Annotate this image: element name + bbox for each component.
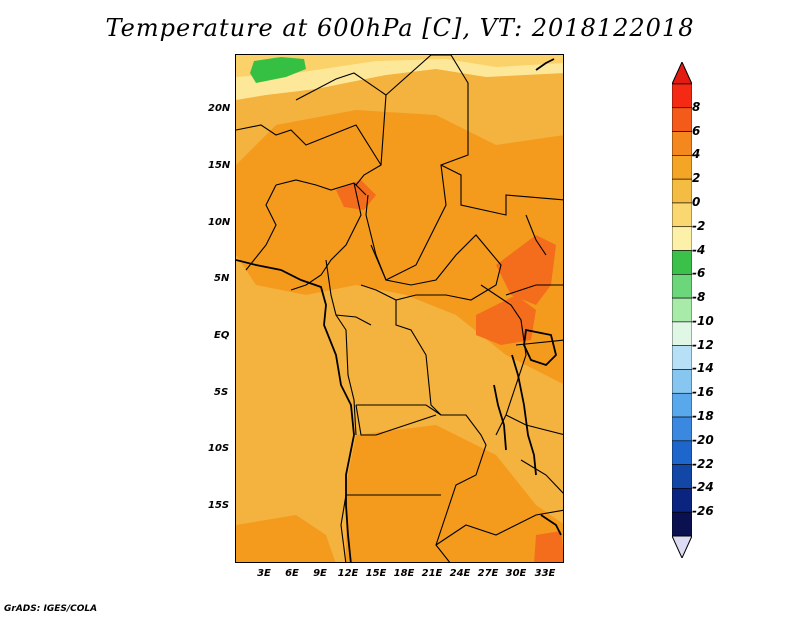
field-warm-sw bbox=[236, 515, 336, 562]
colorbar-label: -16 bbox=[692, 385, 714, 400]
lat-label-5s: 5S bbox=[214, 387, 229, 398]
colorbar-top-arrow bbox=[672, 62, 692, 85]
lon-label-18e: 18E bbox=[393, 568, 415, 579]
colorbar-bands bbox=[672, 83, 692, 537]
lat-label-eq: EQ bbox=[214, 330, 230, 341]
colorbar-band bbox=[672, 488, 692, 513]
colorbar-label: -24 bbox=[692, 480, 714, 495]
lon-label-6e: 6E bbox=[285, 568, 299, 579]
lon-label-24e: 24E bbox=[449, 568, 471, 579]
field-green-patch bbox=[250, 57, 306, 83]
colorbar-label: -6 bbox=[692, 266, 706, 281]
colorbar-label: -2 bbox=[692, 218, 706, 233]
colorbar-band bbox=[672, 226, 692, 251]
colorbar-band bbox=[672, 83, 692, 109]
lat-label-15s: 15S bbox=[208, 500, 230, 511]
colorbar-band bbox=[672, 297, 692, 323]
colorbar-label: 4 bbox=[692, 147, 701, 162]
colorbar-label: 2 bbox=[692, 171, 701, 186]
lat-label-5n: 5N bbox=[214, 273, 230, 284]
colorbar-band bbox=[672, 107, 692, 132]
country-borders bbox=[236, 55, 563, 562]
colorbar-band bbox=[672, 274, 692, 299]
colorbar-band bbox=[672, 131, 692, 156]
map-canvas bbox=[236, 55, 563, 562]
colorbar-band bbox=[672, 464, 692, 489]
colorbar-bottom-arrow bbox=[672, 535, 692, 558]
colorbar-label: 6 bbox=[692, 123, 701, 138]
lat-label-10n: 10N bbox=[208, 217, 231, 228]
lon-label-27e: 27E bbox=[477, 568, 499, 579]
lat-label-10s: 10S bbox=[208, 443, 230, 454]
colorbar-label: -26 bbox=[692, 504, 714, 519]
grads-credit: GrADS: IGES/COLA bbox=[4, 604, 98, 614]
colorbar-label: -18 bbox=[692, 409, 714, 424]
lon-label-33e: 33E bbox=[534, 568, 556, 579]
colorbar-label: -20 bbox=[692, 432, 714, 447]
lat-label-15n: 15N bbox=[208, 160, 231, 171]
colorbar-label: -14 bbox=[692, 361, 714, 376]
lon-label-12e: 12E bbox=[337, 568, 359, 579]
colorbar-label: -22 bbox=[692, 456, 714, 471]
lon-label-21e: 21E bbox=[421, 568, 443, 579]
field-cooler-north bbox=[236, 55, 563, 77]
field-hot-east bbox=[496, 235, 556, 305]
colorbar-label: 0 bbox=[692, 194, 701, 209]
field-hot-se bbox=[534, 531, 563, 562]
colorbar-band bbox=[672, 178, 692, 204]
field-hot-great-lakes bbox=[476, 295, 536, 345]
colorbar-band bbox=[672, 321, 692, 346]
colorbar-band bbox=[672, 511, 692, 537]
colorbar-label: -12 bbox=[692, 337, 714, 352]
temperature-map bbox=[235, 54, 564, 563]
colorbar-band bbox=[672, 345, 692, 370]
lon-label-15e: 15E bbox=[365, 568, 387, 579]
colorbar-band bbox=[672, 369, 692, 394]
colorbar-band bbox=[672, 392, 692, 418]
coastlines bbox=[236, 58, 562, 562]
colorbar-label: 8 bbox=[692, 99, 701, 114]
lat-label-20n: 20N bbox=[208, 103, 231, 114]
colorbar-band bbox=[672, 250, 692, 275]
lon-label-30e: 30E bbox=[505, 568, 527, 579]
colorbar-band bbox=[672, 440, 692, 465]
colorbar-label: -4 bbox=[692, 242, 706, 257]
colorbar-band bbox=[672, 155, 692, 180]
colorbar bbox=[672, 62, 692, 558]
field-warm-south bbox=[346, 425, 563, 562]
field-hot-lake-chad bbox=[336, 180, 376, 210]
colorbar-band bbox=[672, 416, 692, 442]
colorbar-label: -8 bbox=[692, 290, 706, 305]
lon-label-3e: 3E bbox=[257, 568, 271, 579]
chart-title: Temperature at 600hPa [C], VT: 201812201… bbox=[105, 14, 695, 42]
colorbar-label: -10 bbox=[692, 313, 714, 328]
lon-label-9e: 9E bbox=[313, 568, 327, 579]
colorbar-band bbox=[672, 202, 692, 228]
